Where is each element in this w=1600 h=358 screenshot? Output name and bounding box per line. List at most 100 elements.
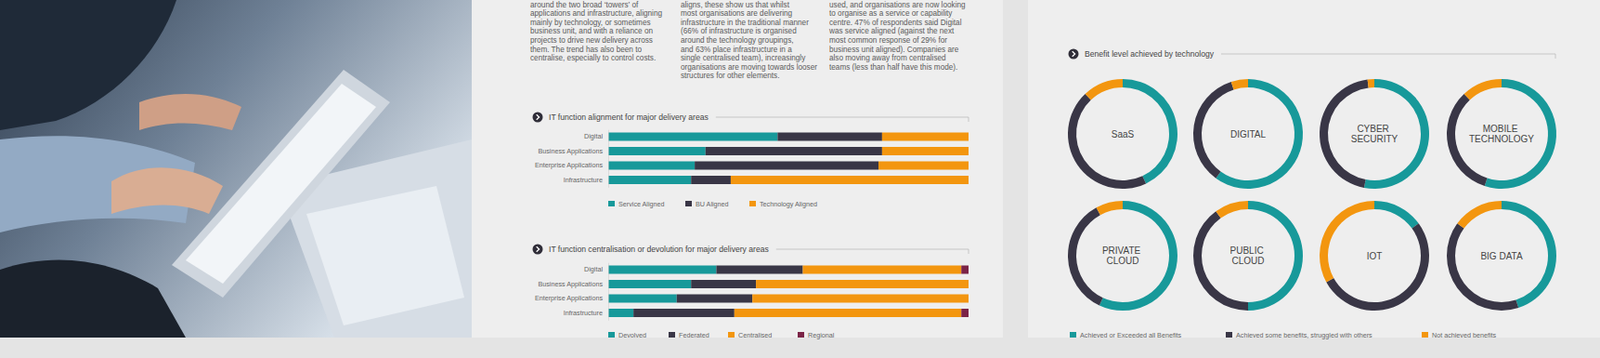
bar	[608, 265, 716, 274]
y-axis: Digital Business Applications Enterprise A…	[534, 130, 610, 188]
bar	[882, 132, 969, 142]
bar	[705, 146, 883, 156]
legend-label: Regional	[807, 330, 835, 339]
body-text: used, and organisations are now looking	[829, 0, 966, 10]
y-axis: Digital Business Applications Enterprise A…	[534, 262, 610, 321]
legend-swatch	[728, 331, 735, 338]
tick-label: Enterprise Applications	[534, 160, 604, 170]
heading-icon-arrow	[1072, 51, 1076, 57]
body-text: teams (less than half have this mode).	[829, 63, 958, 72]
legend: Achieved or Exceeded all BenefitsAchieve…	[1069, 330, 1497, 339]
legend: Devolved Federated Centralised Regional	[608, 330, 835, 339]
chart-heading: Benefit level achieved by technology	[1068, 49, 1557, 60]
plot-area	[608, 265, 969, 317]
legend-item: Regional	[797, 330, 835, 339]
donut: CYBER SECURITY	[1319, 78, 1430, 189]
heading-rule	[776, 248, 969, 254]
donut: PRIVATE CLOUD	[1067, 200, 1178, 311]
tick-label: Digital	[584, 131, 603, 141]
bar	[608, 308, 634, 317]
panel-right	[1027, 0, 1600, 338]
legend-swatch	[1225, 331, 1233, 338]
bar	[633, 308, 735, 317]
photo-paper	[306, 185, 465, 326]
tick-label: Enterprise Applications	[534, 293, 604, 302]
body-text: around the two broad ‘towers’ of	[530, 0, 639, 10]
body-text: them. The trend has also been to	[530, 45, 642, 54]
legend-label: Not achieved benefits	[1431, 330, 1497, 339]
photo-hand	[111, 167, 223, 214]
donut-label: IOT	[1366, 250, 1383, 261]
legend-swatch	[608, 331, 615, 338]
chart-title: Benefit level achieved by technology	[1084, 49, 1215, 59]
donut-slice	[1374, 200, 1419, 229]
donut-label: SaaS	[1111, 129, 1135, 140]
legend-label: Technology Aligned	[759, 199, 818, 209]
text-column: aligns, these show us that whilstmost or…	[680, 0, 818, 80]
donut: IOT	[1319, 200, 1430, 311]
donut-slice	[1367, 78, 1375, 88]
heading-icon-arrow	[536, 246, 540, 252]
bar	[690, 175, 731, 184]
bar	[608, 146, 706, 156]
legend-swatch	[1069, 331, 1077, 338]
donut-slice	[1215, 78, 1303, 189]
tick-label: Infrastructure	[563, 308, 603, 317]
donut: MOBILE TECHNOLOGY	[1446, 78, 1557, 189]
heading-icon	[533, 244, 544, 255]
legend-item: Centralised	[728, 330, 772, 339]
tick-label: Digital	[584, 264, 603, 274]
bar	[777, 132, 883, 142]
donut-slice	[1067, 93, 1146, 189]
legend-swatch	[668, 331, 676, 338]
tick: Business Applications	[537, 146, 609, 156]
heading-icon-arrow	[536, 114, 540, 120]
tick-label: Business Applications	[537, 279, 603, 288]
body-text: aligns, these show us that whilst	[680, 0, 791, 10]
legend-swatch	[749, 200, 756, 207]
legend-label: Federated	[678, 330, 710, 339]
photo-shadow	[0, 260, 186, 338]
body-text: infrastructure in the traditional manner	[680, 18, 809, 27]
legend-label: Service Aligned	[618, 199, 665, 209]
bar	[878, 161, 969, 170]
legend-item: Achieved or Exceeded all Benefits	[1069, 330, 1182, 339]
body-text: business unit aligned). Companies are	[829, 45, 960, 54]
heading-rule	[1221, 53, 1556, 59]
legend-item: Not achieved benefits	[1421, 330, 1497, 339]
body-text: structures for other elements.	[680, 71, 780, 80]
body-text: (66% of infrastructure is organised	[680, 26, 797, 36]
chart-title: IT function centralisation or devolution…	[548, 244, 769, 254]
legend-item: Service Aligned	[608, 199, 665, 209]
axis-line	[608, 130, 610, 188]
bar	[690, 279, 756, 288]
legend-item: Federated	[668, 330, 710, 339]
body-text: projects to drive new delivery across	[530, 36, 653, 45]
donut-slice	[1319, 200, 1375, 282]
chart-heading: IT function centralisation or devolution…	[533, 244, 970, 255]
bar	[734, 308, 962, 317]
page: around the two broad ‘towers’ ofapplicat…	[0, 0, 1600, 358]
text-column: around the two broad ‘towers’ ofapplicat…	[530, 0, 663, 63]
legend-label: Devolved	[618, 330, 647, 339]
donut-label: DIGITAL	[1230, 129, 1267, 140]
donut-slice	[1326, 222, 1430, 311]
axis-line	[608, 262, 610, 321]
donut-label: CYBER SECURITY	[1351, 123, 1399, 144]
tick: Infrastructure	[563, 308, 609, 317]
legend-label: BU Aligned	[695, 199, 729, 209]
bar	[803, 265, 963, 274]
chart-heading: IT function alignment for major delivery…	[533, 112, 970, 123]
body-text: around the technology groupings,	[680, 36, 794, 45]
panel-middle	[471, 0, 1003, 338]
donut: DIGITAL	[1193, 78, 1303, 189]
body-text: most organisations are delivering	[680, 9, 794, 18]
heading-icon	[533, 112, 544, 123]
donut: SaaS	[1067, 78, 1178, 189]
body-text: centralise, especially to control costs.	[530, 53, 656, 63]
plot-area	[608, 132, 969, 184]
donut-slice	[1215, 200, 1249, 219]
tick: Digital	[584, 131, 609, 141]
bar	[755, 279, 969, 288]
donut-label: BIG DATA	[1480, 250, 1523, 261]
